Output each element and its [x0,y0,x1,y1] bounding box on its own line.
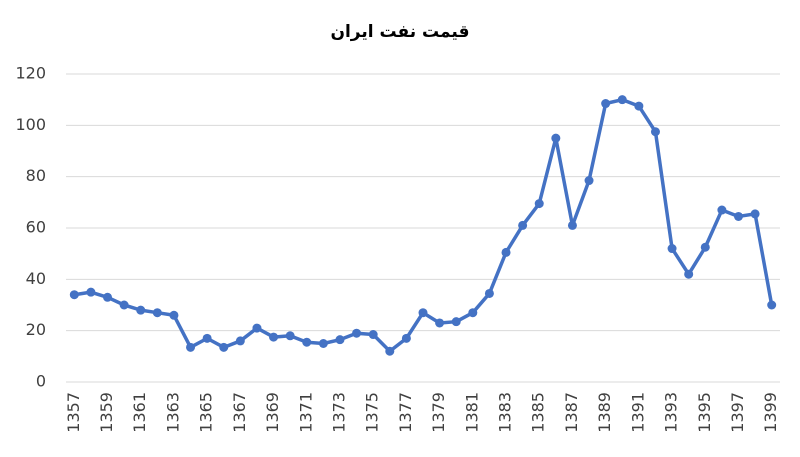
point [335,335,345,345]
x-tick-label: 1381 [462,392,481,433]
point [352,328,362,338]
point [86,287,96,297]
point [202,333,212,343]
y-tick-label: 120 [15,64,46,83]
x-tick-label: 1359 [97,392,116,433]
point [186,342,196,352]
point [501,247,511,257]
y-tick-label: 40 [26,269,46,288]
point [700,242,710,252]
x-tick-label: 1393 [662,392,681,433]
x-tick-label: 1387 [562,392,581,433]
x-tick-label: 1363 [163,392,182,433]
x-tick-label: 1357 [64,392,83,433]
x-tick-label: 1369 [263,392,282,433]
point [418,308,428,318]
point [269,332,279,342]
x-tick-label: 1385 [529,392,548,433]
point [252,323,262,333]
x-tick-label: 1361 [130,392,149,433]
x-tick-label: 1375 [363,392,382,433]
point [235,336,245,346]
point [368,330,378,340]
point [468,308,478,318]
y-tick-label: 100 [15,115,46,134]
point [219,342,229,352]
y-tick-label: 0 [36,372,46,391]
x-tick-label: 1389 [595,392,614,433]
x-tick-label: 1391 [628,392,647,433]
point [451,317,461,327]
y-tick-label: 20 [26,320,46,339]
x-tick-label: 1367 [230,392,249,433]
point [385,346,395,356]
point [119,300,129,310]
point [136,305,146,315]
point [650,127,660,137]
x-tick-label: 1397 [728,392,747,433]
x-tick-label: 1373 [329,392,348,433]
x-tick-label: 1383 [496,392,515,433]
point [667,244,677,254]
point [302,337,312,347]
point [534,199,544,209]
point [717,205,727,215]
point [518,220,528,230]
point [103,292,113,302]
x-tick-label: 1379 [429,392,448,433]
point [69,290,79,300]
point [767,300,777,310]
x-tick-label: 1395 [695,392,714,433]
x-tick-label: 1365 [197,392,216,433]
point [318,339,328,348]
point [285,331,295,341]
point [551,133,561,143]
point [152,308,162,318]
point [750,209,760,219]
point [401,333,411,343]
point [567,220,577,230]
y-tick-label: 80 [26,166,46,185]
point [617,95,627,105]
point [169,310,179,320]
point [435,318,445,328]
point [484,288,494,298]
y-tick-label: 60 [26,218,46,237]
chart-title: قیمت نفت ایران [330,22,469,42]
x-tick-label: 1377 [396,392,415,433]
point [634,101,644,111]
point [684,269,694,279]
point [584,176,594,186]
point [733,211,743,221]
point [601,99,611,109]
x-tick-label: 1371 [296,392,315,433]
x-tick-label: 1399 [761,392,780,433]
